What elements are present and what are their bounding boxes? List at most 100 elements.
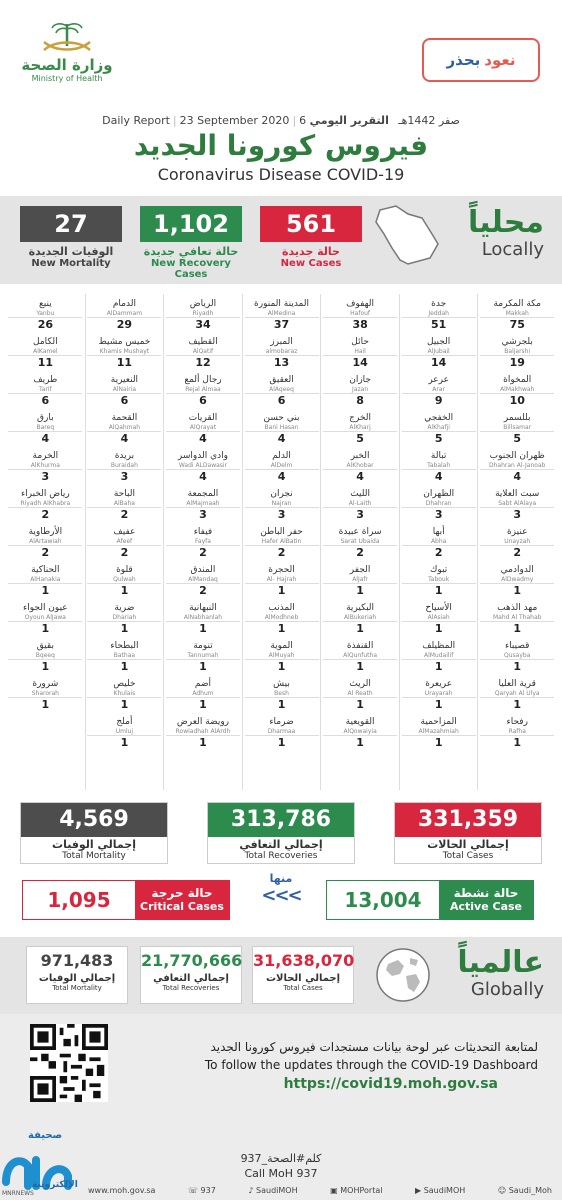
city-case-count: 14 (431, 356, 447, 369)
city-case-count: 1 (434, 584, 443, 597)
report-ar: التقرير اليومي (309, 114, 389, 127)
city-name-en: Hail (323, 348, 398, 356)
city-case-count: 1 (120, 736, 129, 749)
city-name-ar: القحمة (111, 413, 138, 423)
city-case-count: 14 (352, 356, 368, 369)
city-name-ar: بارق (37, 413, 54, 423)
city-case-count: 1 (356, 736, 364, 749)
global-mortality-box: 971,483 إجمالي الوفيات Total Mortality (26, 946, 128, 1004)
city-name-ar: القطيف (188, 337, 218, 347)
city-name-ar: القويعية (345, 717, 375, 727)
of-them-indicator: منها <<< (255, 872, 307, 906)
youtube-item[interactable]: ▶ SaudiMOH (415, 1186, 465, 1198)
city-name-ar: الرياض (189, 299, 217, 309)
city-cell: وادي الدواسر Wadi ALDawasir 4 (164, 446, 242, 484)
phone-number: 937 (200, 1186, 216, 1195)
city-case-count: 1 (356, 698, 364, 711)
city-cell: بللسمر Billsamar 5 (478, 408, 556, 446)
city-cell: ضرماء Dharmaa 1 (243, 712, 321, 750)
city-case-count: 2 (434, 546, 443, 559)
city-name-ar: عيون الجواء (23, 603, 68, 613)
dashboard-link[interactable]: https://covid19.moh.gov.sa (283, 1076, 498, 1092)
city-case-count: 1 (513, 584, 522, 597)
follow-text-ar: لمتابعة التحديثات عبر لوحة بيانات مستجدا… (210, 1040, 538, 1054)
city-name-en: Al Reath (323, 690, 398, 698)
city-cell: الريث Al Reath 1 (321, 674, 399, 712)
city-case-count: 2 (199, 584, 207, 597)
city-case-count: 75 (509, 318, 525, 331)
qr-code-icon[interactable] (30, 1024, 108, 1102)
city-name-en: Bareq (8, 424, 83, 432)
total-cases-box: 331,359 إجمالي الحالات Total Cases (394, 802, 542, 864)
city-name-ar: القريات (188, 413, 218, 423)
city-case-count: 1 (277, 660, 286, 673)
city-cell: الهفوف Hafouf 38 (321, 294, 399, 332)
city-cell: المذنب AlModhneb 1 (243, 598, 321, 636)
city-name-en: Rejal Almaa (165, 386, 240, 394)
city-name-ar: رفحاء (506, 717, 528, 727)
global-mortality-value: 971,483 (40, 951, 114, 970)
city-cell: مهد الذهب Mahd Al Thahab 1 (478, 598, 556, 636)
city-cell: الظهران Dhahran 3 (400, 484, 478, 522)
city-case-count: 4 (277, 470, 286, 483)
city-case-count: 6 (41, 394, 50, 407)
city-cell: البكيرية AlBukeriah 1 (321, 598, 399, 636)
city-name-en: AlAsiah (401, 614, 476, 622)
city-name-ar: العقيق (269, 375, 294, 385)
globally-label-en: Globally (470, 979, 544, 1000)
arrows-icon: <<< (261, 885, 302, 906)
city-cell: القطيف AlQatif 12 (164, 332, 242, 370)
globally-label-ar: عالمياً (457, 945, 544, 980)
new-cases-ar: حالة جديدة (282, 245, 340, 258)
city-cases-grid: مكة المكرمة Makkah 75 بلجرشي Baljarshi 19 المخ… (6, 294, 556, 790)
city-case-count: 1 (434, 622, 443, 635)
city-name-en: Mahd Al Thahab (480, 614, 555, 622)
city-cell: فيفاء Fayfa 2 (164, 522, 242, 560)
global-recoveries-box: 21,770,666 إجمالي التعافي Total Recoveri… (140, 946, 242, 1004)
city-cell: خليص Khulais 1 (86, 674, 164, 712)
city-name-en: Urayarah (401, 690, 476, 698)
city-cell: عفيف Afeef 2 (86, 522, 164, 560)
city-name-ar: شرورة (32, 679, 59, 689)
city-name-ar: الخرمة (32, 451, 59, 461)
city-name-en: AlDwadmy (480, 576, 555, 584)
city-cell: ضرية Dhariah 1 (86, 598, 164, 636)
city-cell: الباحة AlBaha 2 (86, 484, 164, 522)
snapchat-item[interactable]: ☺ Saudi_Moh (498, 1186, 552, 1198)
global-recoveries-value: 21,770,666 (141, 951, 243, 970)
city-case-count: 1 (356, 622, 364, 635)
twitter-item[interactable]: ♪ SaudiMOH (248, 1186, 297, 1198)
city-cell: القنفذة AlQunfutha 1 (321, 636, 399, 674)
portal-item[interactable]: ▣ MOHPortal (330, 1186, 382, 1198)
city-name-ar: الموية (270, 641, 293, 651)
city-cell: بني حسن Bani Hasan 4 (243, 408, 321, 446)
website-link[interactable]: www.moh.gov.sa (88, 1186, 156, 1195)
critical-cases-en: Critical Cases (140, 900, 224, 913)
city-name-ar: جازان (349, 375, 371, 385)
page-title-ar: فيروس كورونا الجديد (133, 129, 429, 162)
portal-handle: MOHPortal (340, 1186, 383, 1195)
global-recoveries-en: Total Recoveries (162, 984, 220, 992)
city-cell: رفحاء Rafha 1 (478, 712, 556, 750)
city-name-en: Buraidah (87, 462, 162, 470)
global-cases-value: 31,638,070 (253, 951, 355, 970)
city-cell: رجال ألمع Rejal Almaa 6 (164, 370, 242, 408)
news-watermark-logo: صحيفة الإلكترونية (2, 1130, 84, 1198)
city-case-count: 3 (356, 508, 364, 521)
city-name-ar: أبها (432, 527, 445, 537)
city-name-ar: نجران (270, 489, 293, 499)
city-name-en: Bqeeq (8, 652, 83, 660)
campaign-word-b: بحذر (446, 51, 481, 69)
city-name-ar: خليص (113, 679, 136, 689)
moh-name-ar: وزارة الصحة (21, 56, 113, 74)
locally-label-ar: محلياً (468, 205, 544, 240)
footer-contacts: www.moh.gov.sa ☏ 937 ♪ SaudiMOH ▣ MOHPor… (88, 1186, 552, 1198)
city-name-ar: الظهران (423, 489, 455, 499)
youtube-handle: SaudiMOH (423, 1186, 466, 1195)
global-mortality-en: Total Mortality (52, 984, 102, 992)
city-column: جدة Jeddah 51 الجبيل AlJubail 14 عرعر Arar 9 الخف… (398, 294, 478, 790)
new-cases-en: New Cases (280, 258, 342, 269)
city-name-ar: حفر الباطن (260, 527, 303, 537)
city-name-ar: الأرطاوية (28, 527, 63, 537)
city-cell: رويضة العرض Rowiadhah AlArdh 1 (164, 712, 242, 750)
